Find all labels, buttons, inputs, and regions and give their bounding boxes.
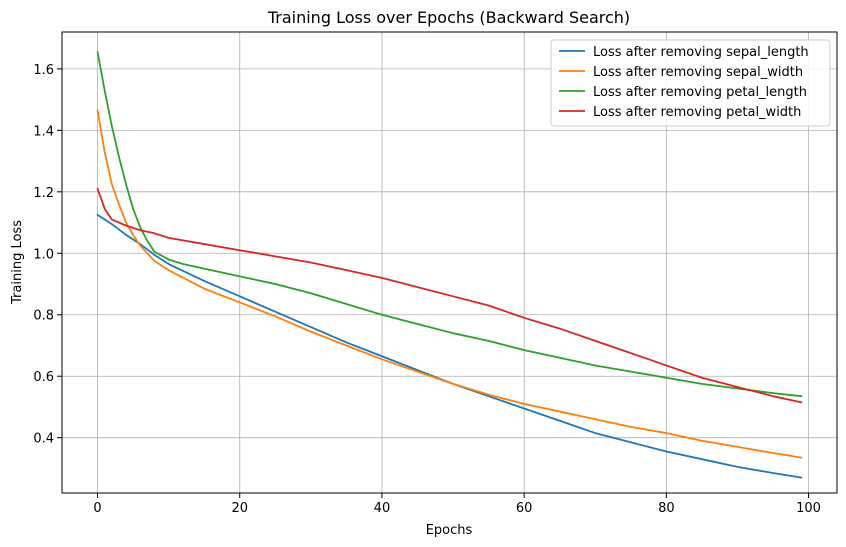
series-line-0 xyxy=(96,213,803,479)
y-tick-label: 1.6 xyxy=(33,63,54,78)
y-tick-label: 1.0 xyxy=(33,247,54,262)
series-lines xyxy=(96,51,803,479)
series-line-2 xyxy=(96,51,803,398)
legend-label: Loss after removing petal_width xyxy=(593,105,801,120)
y-tick-label: 0.8 xyxy=(33,309,54,324)
y-tick-label: 0.4 xyxy=(33,432,54,447)
legend-box xyxy=(550,39,831,127)
y-tick-label: 0.6 xyxy=(33,370,54,385)
x-axis-title: Epochs xyxy=(426,523,473,538)
series-line-3 xyxy=(96,187,803,404)
x-tick-label: 100 xyxy=(796,501,821,516)
legend: Loss after removing sepal_length Loss aft… xyxy=(550,39,831,127)
axis-ticks: 0 20 40 60 80 100 0.4 0.6 0.8 1.0 1.2 1.4 1.6 xyxy=(33,63,821,516)
legend-label: Loss after removing sepal_length xyxy=(593,45,809,60)
plot-frame xyxy=(61,31,838,494)
y-axis-title: Training Loss xyxy=(10,220,25,305)
y-tick-label: 1.4 xyxy=(33,124,54,139)
legend-label: Loss after removing sepal_width xyxy=(593,65,803,80)
chart-title: Training Loss over Epochs (Backward Sear… xyxy=(267,8,630,27)
x-tick-label: 40 xyxy=(374,501,391,516)
x-tick-label: 80 xyxy=(658,501,675,516)
x-tick-label: 20 xyxy=(231,501,248,516)
x-tick-label: 60 xyxy=(516,501,533,516)
y-tick-label: 1.2 xyxy=(33,186,54,201)
x-tick-label: 0 xyxy=(93,501,101,516)
legend-label: Loss after removing petal_length xyxy=(593,85,807,100)
